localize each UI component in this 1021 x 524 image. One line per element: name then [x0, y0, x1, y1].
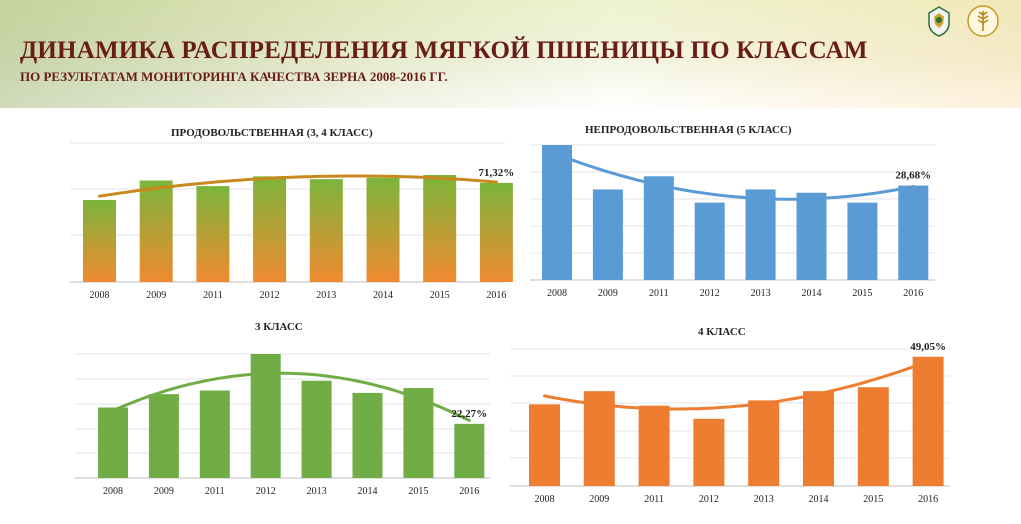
chart3-bar-2016	[454, 423, 485, 478]
chart2-bar-2015	[847, 202, 878, 280]
chart2-tick-label: 2013	[751, 288, 771, 299]
chart4-tick-label: 2014	[809, 494, 829, 505]
chart3-bar-2014	[352, 392, 383, 478]
chart1-tick-label: 2009	[146, 290, 166, 301]
chart4-tick-label: 2015	[863, 494, 883, 505]
chart4-bar-2015	[857, 387, 889, 486]
chart4-tick-label: 2011	[644, 494, 664, 505]
chart2-data-label: 28,68%	[895, 170, 931, 182]
chart1-tick-label: 2013	[316, 290, 336, 301]
wheat-emblem-logo-icon	[967, 5, 999, 37]
chart3-tick-label: 2016	[459, 486, 479, 497]
chart2-tick-label: 2016	[903, 288, 923, 299]
chart4-tick-label: 2009	[589, 494, 609, 505]
chart1-bar-2014	[366, 177, 400, 282]
chart1-bar-2016	[479, 182, 513, 282]
chart1-bar-2008	[83, 199, 116, 282]
chart1-tick-label: 2016	[486, 290, 506, 301]
chart3-tick-label: 2014	[358, 486, 378, 497]
chart4-bar-2016	[912, 356, 944, 486]
chart1-bar-2013	[309, 179, 343, 282]
chart2-tick-label: 2011	[649, 288, 669, 299]
chart3-trend-line	[111, 371, 471, 422]
chart2-tick-label: 2009	[598, 288, 618, 299]
chart3-bar-2013	[301, 380, 332, 478]
chart4-title: 4 КЛАСС	[698, 326, 746, 338]
chart1-tick-label: 2014	[373, 290, 393, 301]
chart4-trend-line	[543, 359, 930, 411]
chart4-bar-2012	[693, 418, 725, 486]
chart2-bar-2011	[643, 176, 674, 280]
chart1-title: ПРОДОВОЛЬСТВЕННАЯ (3, 4 КЛАСС)	[171, 127, 373, 139]
chart3-tick-label: 2013	[307, 486, 327, 497]
chart2-title: НЕПРОДОВОЛЬСТВЕННАЯ (5 КЛАСС)	[585, 124, 792, 136]
chart4-bar-2008	[529, 404, 560, 486]
chart1-trend-line	[98, 174, 498, 198]
chart2-bar-2016	[898, 185, 929, 280]
chart4-data-label: 49,05%	[910, 341, 946, 353]
chart1-tick-label: 2015	[430, 290, 450, 301]
chart1-bar-2015	[423, 174, 457, 282]
chart3-tick-label: 2012	[256, 486, 276, 497]
chart2-bar-2012	[694, 202, 725, 280]
chart1-bar-2009	[139, 180, 173, 282]
chart1-tick-label: 2012	[260, 290, 280, 301]
chart4-bar-2011	[638, 405, 670, 486]
page-subtitle: ПО РЕЗУЛЬТАТАМ МОНИТОРИНГА КАЧЕСТВА ЗЕРН…	[20, 69, 448, 84]
chart4-tick-label: 2008	[535, 494, 555, 505]
chart2-tick-label: 2015	[852, 288, 872, 299]
chart1-bar-2012	[253, 176, 287, 282]
chart4-bar-2013	[748, 400, 780, 486]
chart3-bar-2008	[98, 407, 128, 478]
chart4-tick-label: 2012	[699, 494, 719, 505]
chart2-bar-2008	[542, 145, 572, 280]
chart3-tick-label: 2011	[205, 486, 225, 497]
chart1-tick-label: 2011	[203, 290, 223, 301]
chart3-tick-label: 2008	[103, 486, 123, 497]
chart3-tick-label: 2015	[408, 486, 428, 497]
chart4-tick-label: 2016	[918, 494, 938, 505]
chart3-bar-2009	[148, 394, 179, 478]
page-title: ДИНАМИКА РАСПРЕДЕЛЕНИЯ МЯГКОЙ ПШЕНИЦЫ ПО…	[20, 37, 868, 64]
header-banner: ДИНАМИКА РАСПРЕДЕЛЕНИЯ МЯГКОЙ ПШЕНИЦЫ ПО…	[0, 0, 1021, 108]
chart2-bar-2009	[592, 189, 623, 280]
banner-wheat-background	[0, 0, 1021, 108]
chart2-tick-label: 2012	[700, 288, 720, 299]
chart4-tick-label: 2013	[754, 494, 774, 505]
chart2-bar-2013	[745, 189, 776, 280]
chart3-data-label: 22,27%	[451, 408, 487, 420]
chart2-trend-line	[555, 152, 915, 201]
chart1-data-label: 71,32%	[479, 167, 515, 179]
chart1-tick-label: 2008	[90, 290, 110, 301]
chart1-bar-2011	[196, 186, 230, 282]
chart4-bar-2014	[803, 391, 834, 486]
chart2-bar-2014	[796, 192, 827, 280]
coat-of-arms-logo-icon	[928, 6, 950, 37]
chart3-title: 3 КЛАСС	[255, 321, 303, 333]
chart2-tick-label: 2014	[802, 288, 822, 299]
chart3-tick-label: 2009	[154, 486, 174, 497]
chart2-tick-label: 2008	[547, 288, 567, 299]
chart3-bar-2011	[199, 390, 230, 478]
